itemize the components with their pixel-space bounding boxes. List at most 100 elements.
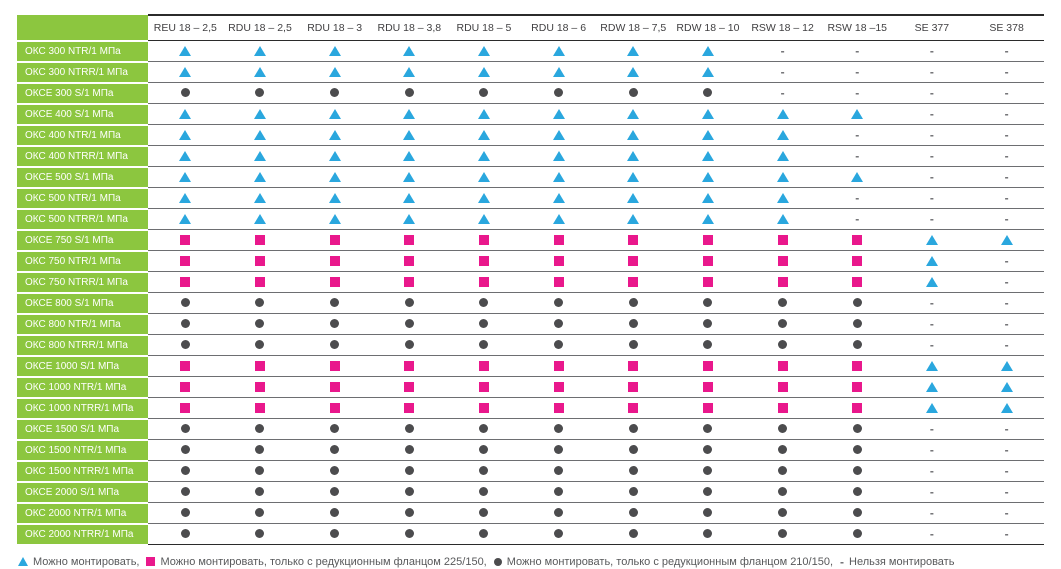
legend-item-cannot-mount: - Нельзя монтировать bbox=[840, 556, 954, 568]
table-row: ОКС 500 NTRR/1 МПа - - - bbox=[17, 208, 1044, 231]
cell bbox=[595, 334, 671, 356]
dash-icon: - bbox=[1004, 190, 1009, 205]
circle-icon bbox=[778, 529, 788, 539]
column-header: REU 18 – 2,5 bbox=[148, 14, 223, 41]
table-row: ОКС 750 NTR/1 МПа - bbox=[17, 250, 1044, 273]
table-row: ОКС 2000 NTRR/1 МПа - - bbox=[17, 523, 1044, 546]
cell bbox=[670, 418, 746, 440]
cell: - bbox=[894, 124, 970, 146]
cell: - bbox=[894, 208, 970, 230]
cell bbox=[222, 271, 298, 293]
column-header: RSW 18 –15 bbox=[819, 14, 895, 41]
column-header: RDU 18 – 5 bbox=[446, 14, 522, 41]
triangle-icon bbox=[328, 129, 341, 140]
cell bbox=[894, 271, 970, 293]
cell bbox=[595, 124, 671, 146]
circle-icon bbox=[255, 319, 265, 329]
square-icon bbox=[478, 276, 489, 287]
cell: - bbox=[969, 271, 1044, 293]
table-row: ОКС 750 NTRR/1 МПа - bbox=[17, 271, 1044, 294]
dash-icon: - bbox=[929, 463, 934, 478]
column-header: RDW 18 – 10 bbox=[670, 14, 746, 41]
triangle-icon bbox=[925, 255, 938, 266]
cell bbox=[371, 271, 447, 293]
dash-icon: - bbox=[1004, 421, 1009, 436]
cell bbox=[819, 418, 895, 440]
square-icon bbox=[329, 381, 340, 392]
circle-icon bbox=[255, 466, 265, 476]
triangle-icon bbox=[403, 213, 416, 224]
dash-icon: - bbox=[929, 316, 934, 331]
cell bbox=[297, 187, 372, 209]
table-row: ОКСЕ 2000 S/1 МПа - - bbox=[17, 481, 1044, 504]
cell bbox=[521, 145, 596, 167]
cell bbox=[297, 418, 372, 440]
column-header: SE 377 bbox=[894, 14, 970, 41]
cell: - bbox=[969, 145, 1044, 167]
cell: - bbox=[969, 82, 1044, 104]
cell: - bbox=[745, 82, 820, 104]
triangle-icon bbox=[552, 108, 565, 119]
circle-icon bbox=[703, 529, 713, 539]
column-header: SE 378 bbox=[969, 14, 1044, 41]
cell bbox=[297, 334, 372, 356]
cell bbox=[446, 103, 522, 125]
cell bbox=[595, 229, 671, 251]
circle-icon bbox=[703, 319, 713, 329]
cell bbox=[521, 460, 596, 482]
square-icon bbox=[478, 255, 489, 266]
legend-item-flange-225-150: Можно монтировать, только с редукционным… bbox=[146, 556, 487, 568]
triangle-icon bbox=[925, 381, 938, 392]
cell bbox=[595, 103, 671, 125]
cell bbox=[148, 61, 223, 83]
dash-icon: - bbox=[855, 148, 860, 163]
circle-icon bbox=[628, 445, 638, 455]
table-row: ОКСЕ 400 S/1 МПа - - bbox=[17, 103, 1044, 126]
cell bbox=[148, 292, 223, 314]
dash-icon: - bbox=[929, 337, 934, 352]
circle-icon bbox=[554, 319, 564, 329]
circle-icon bbox=[554, 445, 564, 455]
dash-icon: - bbox=[780, 85, 785, 100]
cell: - bbox=[894, 481, 970, 503]
cell bbox=[745, 271, 820, 293]
cell bbox=[969, 397, 1044, 419]
cell bbox=[745, 250, 820, 272]
square-icon bbox=[852, 234, 863, 245]
cell bbox=[371, 229, 447, 251]
square-icon bbox=[628, 402, 639, 413]
cell bbox=[371, 208, 447, 230]
cell bbox=[446, 439, 522, 461]
cell bbox=[521, 124, 596, 146]
cell: - bbox=[819, 187, 895, 209]
dash-icon: - bbox=[1004, 337, 1009, 352]
circle-icon bbox=[404, 529, 414, 539]
cell bbox=[595, 250, 671, 272]
cell bbox=[297, 355, 372, 377]
triangle-icon bbox=[925, 234, 938, 245]
cell bbox=[148, 376, 223, 398]
dash-icon: - bbox=[929, 526, 934, 541]
dash-icon: - bbox=[929, 106, 934, 121]
square-icon bbox=[777, 402, 788, 413]
dash-icon: - bbox=[855, 190, 860, 205]
circle-icon bbox=[852, 319, 862, 329]
cell: - bbox=[969, 313, 1044, 335]
triangle-icon bbox=[627, 150, 640, 161]
triangle-icon bbox=[776, 171, 789, 182]
table-row: ОКСЕ 300 S/1 МПа - - - - bbox=[17, 82, 1044, 105]
dash-icon: - bbox=[929, 421, 934, 436]
triangle-icon bbox=[627, 213, 640, 224]
circle-icon bbox=[180, 319, 190, 329]
cell bbox=[446, 313, 522, 335]
cell bbox=[297, 82, 372, 104]
cell bbox=[745, 397, 820, 419]
cell bbox=[446, 40, 522, 62]
square-icon bbox=[852, 255, 863, 266]
triangle-icon bbox=[328, 192, 341, 203]
row-label: ОКСЕ 1500 S/1 МПа bbox=[17, 418, 148, 441]
triangle-icon bbox=[403, 129, 416, 140]
cell bbox=[222, 229, 298, 251]
cell bbox=[595, 460, 671, 482]
circle-icon bbox=[778, 424, 788, 434]
